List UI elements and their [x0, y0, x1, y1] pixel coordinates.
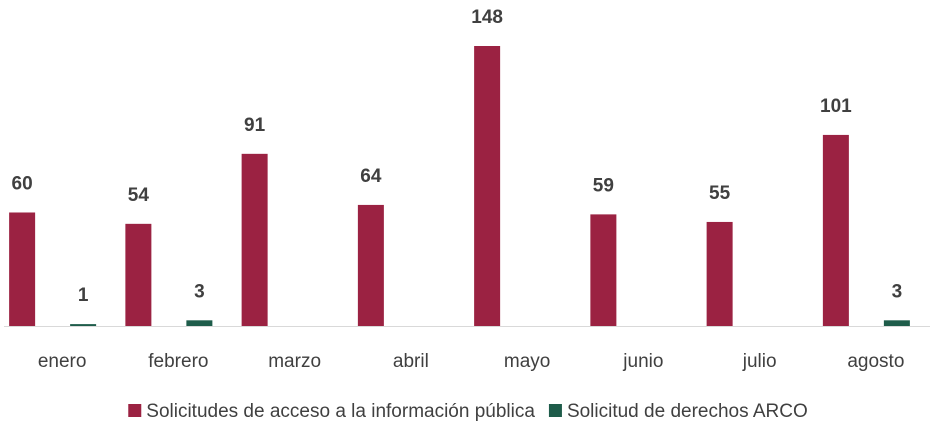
data-label: 59: [593, 175, 614, 196]
x-tick-label: abril: [393, 351, 429, 372]
bar: [706, 221, 733, 326]
bar: [186, 320, 213, 326]
bar: [883, 320, 910, 326]
x-tick-label: marzo: [268, 351, 321, 372]
x-tick-label: enero: [38, 351, 87, 372]
x-tick-label: junio: [622, 351, 663, 372]
data-label: 1: [78, 285, 89, 306]
data-label: 54: [128, 185, 150, 206]
x-tick-label: julio: [742, 351, 777, 372]
legend-label: Solicitudes de acceso a la información p…: [146, 401, 535, 422]
bar: [241, 153, 268, 326]
bar: [590, 214, 617, 326]
bar: [822, 134, 849, 326]
bar: [474, 46, 501, 326]
data-label: 3: [892, 281, 903, 302]
data-label: 3: [194, 281, 205, 302]
data-label: 60: [12, 174, 33, 195]
x-tick-label: mayo: [504, 351, 550, 372]
data-label: 148: [471, 7, 503, 28]
bar: [357, 204, 384, 326]
bar: [70, 324, 97, 326]
data-label: 55: [709, 183, 731, 204]
x-tick-label: febrero: [148, 351, 208, 372]
data-label: 101: [820, 96, 852, 117]
data-label: 91: [244, 115, 266, 136]
legend-swatch: [128, 404, 142, 417]
bar: [125, 223, 152, 326]
bar: [9, 212, 36, 326]
data-label: 64: [360, 166, 382, 187]
legend-swatch: [548, 404, 562, 417]
legend-label: Solicitud de derechos ARCO: [567, 401, 808, 422]
x-tick-label: agosto: [847, 351, 904, 372]
